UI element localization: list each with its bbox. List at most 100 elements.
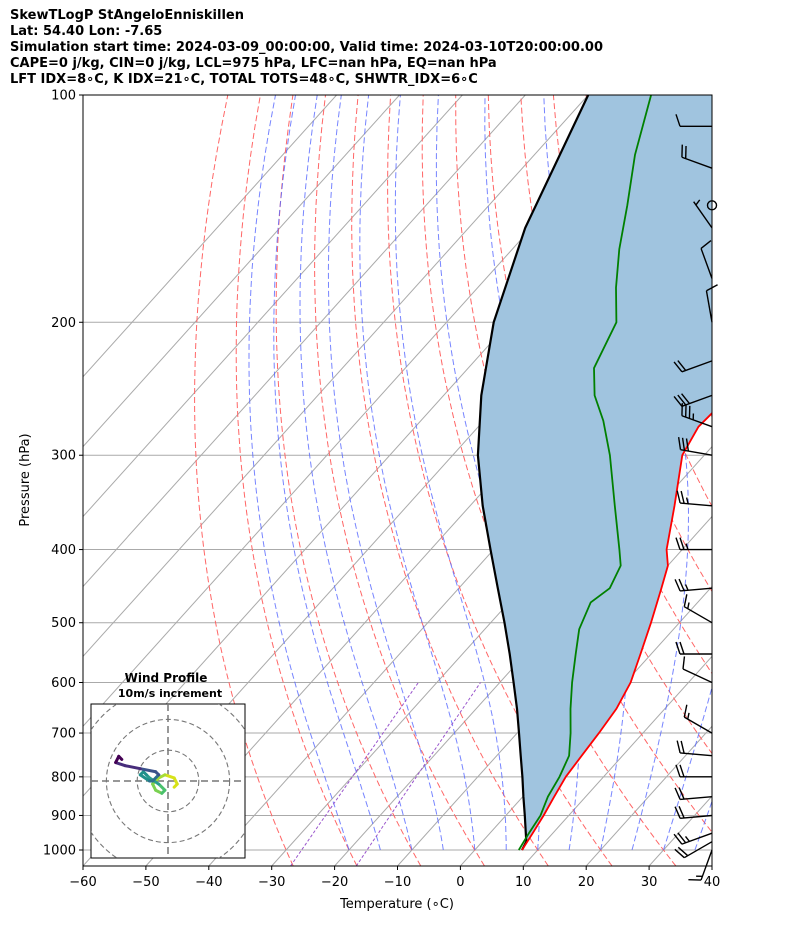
barb-full [681,403,683,416]
moist-adiabat-line [299,95,413,851]
mixing-ratio-line [290,682,419,866]
dry-adiabat-line [749,95,794,866]
moist-adiabat-line [273,95,381,851]
isotherm-line [83,95,463,518]
barb-full [684,145,687,159]
isotherm-line [711,865,712,866]
barb-half [696,875,703,878]
wind-barb [677,437,713,456]
axes: −60 −50 −40 −30 −20 −10 0 10 20 30 40 100 200 300 400 5… [43,89,720,891]
moist-adiabat-line [663,685,712,851]
barb-shaft [680,448,713,456]
x-tick-label: −20 [321,875,348,890]
y-tick-label: 300 [51,449,76,464]
barb-full [683,704,688,718]
temperature-line [521,411,712,851]
barb-full [685,438,690,452]
barb-full [678,806,685,819]
dry-adiabat-line [520,95,712,675]
barb-full [675,764,681,778]
barb-half [695,199,701,206]
y-tick-label: 500 [51,616,76,631]
barb-full [673,833,683,845]
y-tick-label: 800 [51,770,76,785]
barb-shaft [682,668,713,684]
moist-adiabat-line [359,95,476,851]
barb-full [680,740,685,754]
barb-shaft [700,248,713,279]
barb-shaft [680,814,713,819]
barb-full [674,787,681,800]
barb-full [682,656,686,670]
hodograph-segment [117,754,124,761]
wind-barb [673,393,713,408]
wind-barb [676,740,713,757]
barb-full [677,394,687,406]
wind-barb [693,199,713,229]
y-tick-label: 400 [51,543,76,558]
dry-adiabat-line [716,95,794,866]
isotherm-line [83,95,526,588]
wind-barb [700,240,713,279]
parameters-line: CAPE=0 j/kg, CIN=0 j/kg, LCL=975 hPa, LF… [10,56,497,71]
isotherm-line [585,725,712,866]
barb-full [678,578,685,591]
x-axis-label: Temperature (∘C) [339,897,454,912]
barb-full [676,490,681,504]
hodograph-segment [123,764,142,771]
isotherm-line [334,445,712,866]
dry-adiabat-line [781,95,794,866]
location-line: Lat: 54.40 Lon: -7.65 [10,24,163,39]
hodograph-subtitle: 10m/s increment [118,687,222,700]
hodograph-segment [114,761,127,768]
moist-adiabat-line [248,95,350,851]
barb-full [673,361,683,373]
wind-barb [683,594,713,624]
isotherm-line [83,95,337,378]
y-tick-label: 1000 [43,844,76,859]
barb-full [681,437,686,451]
wind-barb [674,841,713,859]
barb-full [679,764,685,778]
dry-adiabat-line [194,95,294,866]
wind-barb [675,114,712,128]
x-tick-label: −60 [69,875,96,890]
barb-half [684,836,690,842]
isotherm-line [397,515,712,866]
y-tick-label: 700 [51,727,76,742]
moist-adiabat-line [394,95,507,850]
y-tick-label: 200 [51,316,76,331]
barb-shaft [680,752,713,757]
hodograph-segment [138,767,158,774]
wind-barb [675,641,712,655]
moist-adiabat-line [327,95,444,851]
barb-half [685,497,689,504]
barb-full [673,396,683,407]
hodograph-segment [163,773,176,780]
barb-full [678,787,685,800]
wind-barb [681,144,713,169]
barb-shaft [681,832,713,845]
barb-full [675,641,681,655]
barb-shaft [683,716,713,734]
barb-full [674,848,685,859]
x-tick-label: −10 [384,875,411,890]
barb-shaft [681,394,713,408]
indices-line: LFT IDX=8∘C, K IDX=21∘C, TOTAL TOTS=48∘C… [10,72,478,87]
barb-shaft [693,201,713,229]
barb-half [687,602,690,609]
cape-area [477,95,712,850]
y-tick-label: 600 [51,676,76,691]
dry-adiabat-line [235,95,358,866]
barb-full [683,594,688,607]
barb-shaft [700,849,713,881]
y-tick-label: 100 [51,89,76,104]
barb-full [706,284,718,292]
barb-full [674,579,681,592]
dry-adiabat-line [387,95,613,866]
wind-barb [673,360,713,373]
barb-shaft [681,415,713,428]
barb-full [688,405,691,419]
hodograph-inset: Wind Profile 10m/s increment [90,671,246,859]
barb-full [677,846,689,857]
